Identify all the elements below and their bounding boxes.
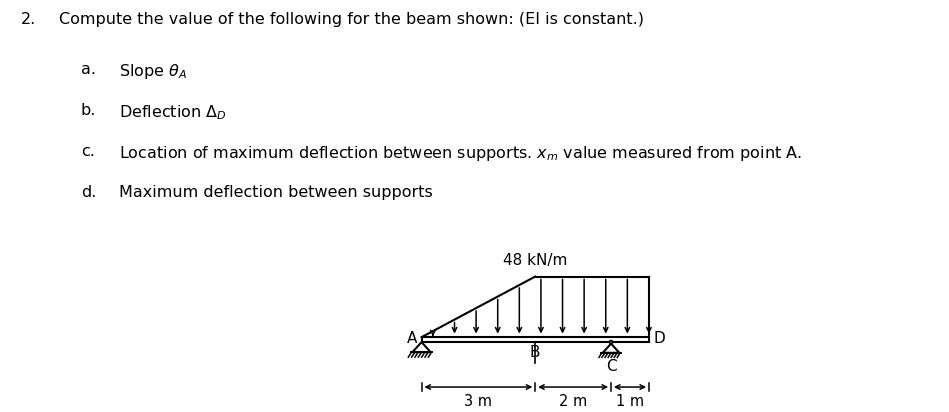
Text: Deflection $\Delta_D$: Deflection $\Delta_D$ bbox=[119, 103, 227, 122]
Polygon shape bbox=[413, 342, 431, 352]
Text: Compute the value of the following for the beam shown: (EI is constant.): Compute the value of the following for t… bbox=[59, 12, 643, 27]
Text: D: D bbox=[654, 331, 665, 346]
Text: 3 m: 3 m bbox=[464, 394, 493, 409]
Text: A: A bbox=[406, 331, 417, 346]
Circle shape bbox=[609, 341, 612, 344]
Text: 1 m: 1 m bbox=[616, 394, 644, 409]
Text: C: C bbox=[605, 359, 616, 374]
Polygon shape bbox=[603, 344, 620, 353]
Text: Maximum deflection between supports: Maximum deflection between supports bbox=[119, 185, 433, 200]
Text: c.: c. bbox=[81, 144, 95, 159]
Text: b.: b. bbox=[81, 103, 96, 118]
Text: Slope $\theta_A$: Slope $\theta_A$ bbox=[119, 62, 187, 81]
Text: 48 kN/m: 48 kN/m bbox=[503, 253, 568, 268]
Text: d.: d. bbox=[81, 185, 96, 200]
Text: 2.: 2. bbox=[21, 12, 36, 27]
Text: B: B bbox=[530, 345, 541, 360]
Text: a.: a. bbox=[81, 62, 96, 77]
Text: 2 m: 2 m bbox=[559, 394, 587, 409]
Text: Location of maximum deflection between supports. $x_m$ value measured from point: Location of maximum deflection between s… bbox=[119, 144, 802, 163]
Bar bbox=[421, 337, 649, 342]
